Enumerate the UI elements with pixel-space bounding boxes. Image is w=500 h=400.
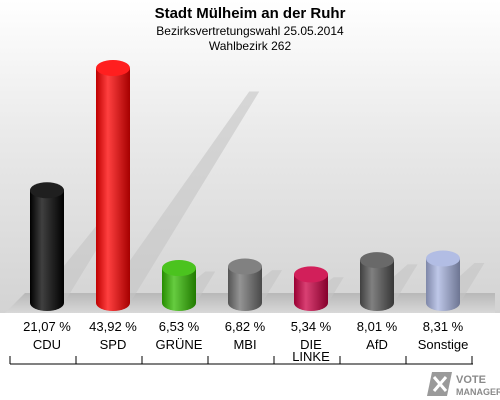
chart-subtitle-district: Wahlbezirk 262 xyxy=(209,39,292,53)
bar-afd xyxy=(360,252,394,311)
bar-body xyxy=(294,274,328,311)
bar-top xyxy=(426,250,460,267)
bar-category-label: CDU xyxy=(33,337,61,352)
bar-top xyxy=(228,258,262,275)
bar-value-label: 6,82 % xyxy=(225,319,266,334)
bar-value-label: 8,31 % xyxy=(423,319,464,334)
bar-category-label: AfD xyxy=(366,337,388,352)
bar-top xyxy=(360,252,394,269)
chart-subtitle-election: Bezirksvertretungswahl 25.05.2014 xyxy=(156,24,344,38)
bar-category-label: GRÜNE xyxy=(156,337,203,352)
bar-category-label: Sonstige xyxy=(418,337,469,352)
bar-category-label: LINKE xyxy=(292,349,330,364)
logo-cross-icon xyxy=(432,376,448,392)
bar-labels: 21,07 % CDU 43,92 % SPD 6,53 % GRÜNE 6,82 % MBI… xyxy=(23,319,468,364)
bar-top xyxy=(162,260,196,277)
vote-manager-logo: VOTE MANAGER xyxy=(427,372,500,397)
bar-value-label: 21,07 % xyxy=(23,319,71,334)
bar-body xyxy=(96,68,130,311)
bar-body xyxy=(426,258,460,311)
chart-title: Stadt Mülheim an der Ruhr xyxy=(155,5,346,22)
bar-body xyxy=(30,190,64,311)
bar-body xyxy=(228,266,262,311)
bar-body xyxy=(162,268,196,311)
bar-shadow xyxy=(100,91,260,303)
x-axis-ticks xyxy=(9,356,473,364)
bar-top xyxy=(294,266,328,283)
bar-category-label: SPD xyxy=(100,337,127,352)
bars xyxy=(30,60,460,311)
bar-value-label: 6,53 % xyxy=(159,319,200,334)
bar-value-label: 8,01 % xyxy=(357,319,398,334)
bar-mbi xyxy=(228,258,262,311)
bar-category-label: MBI xyxy=(233,337,256,352)
bar-top xyxy=(96,60,130,76)
bar-body xyxy=(360,260,394,311)
bar-cdu xyxy=(30,182,64,311)
bar-value-label: 5,34 % xyxy=(291,319,332,334)
label-area xyxy=(0,313,500,400)
bar-grüne xyxy=(162,260,196,311)
logo-text-manager: MANAGER xyxy=(456,387,500,397)
bar-top xyxy=(30,182,64,199)
bar-sonstige xyxy=(426,250,460,311)
bar-category-label: DIE xyxy=(300,337,322,352)
bar-value-label: 43,92 % xyxy=(89,319,137,334)
bar-die-linke xyxy=(294,266,328,311)
bar-spd xyxy=(96,60,130,311)
logo-text-vote: VOTE xyxy=(456,374,486,386)
